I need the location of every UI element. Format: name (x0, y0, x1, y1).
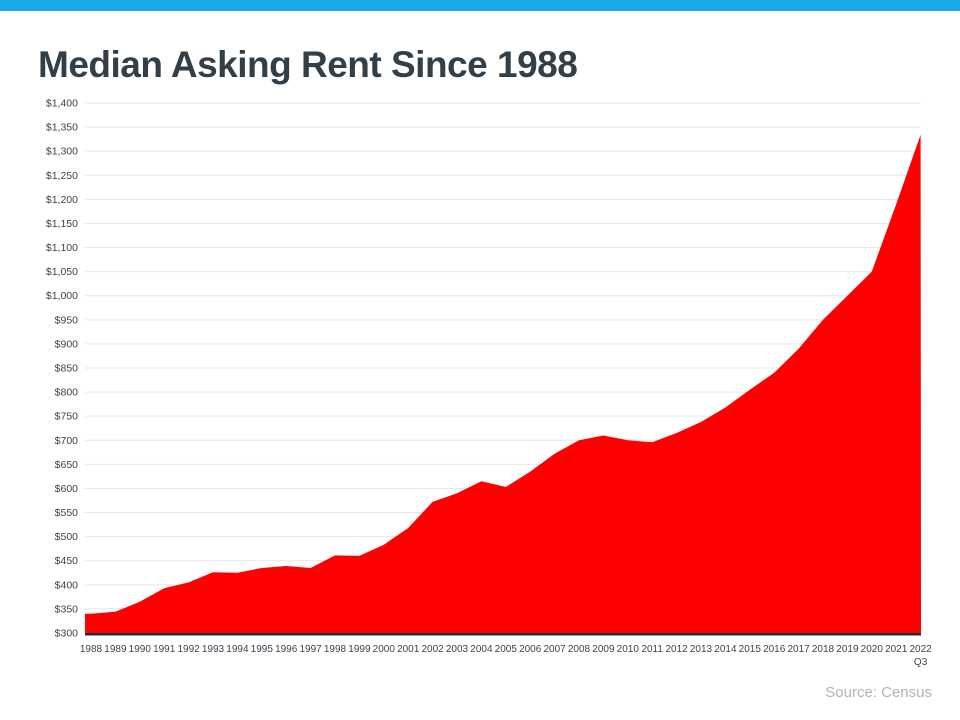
x-axis-tick-label: 2005 (495, 644, 518, 655)
top-accent-bar (0, 0, 960, 11)
x-axis-tick-label: 2014 (714, 644, 737, 655)
x-axis-tick-label: 2003 (446, 644, 469, 655)
y-axis-tick-label: $1,300 (46, 146, 78, 158)
x-axis-tick-label: 1999 (348, 644, 371, 655)
x-axis-tick-label: 2016 (763, 644, 786, 655)
x-axis-tick-label: 2008 (568, 644, 591, 655)
x-axis-tick-label: 2015 (739, 644, 762, 655)
x-axis-tick-label: 2022 (909, 644, 932, 655)
y-axis-tick-label: $1,100 (46, 242, 78, 254)
y-axis-tick-label: $900 (55, 338, 79, 350)
y-axis-tick-label: $750 (55, 411, 79, 423)
y-axis-tick-label: $300 (55, 628, 79, 640)
y-axis-tick-label: $1,250 (46, 170, 78, 182)
x-axis-tick-label: 2001 (397, 644, 420, 655)
source-note: Source: Census (825, 684, 932, 701)
x-axis-tick-label: 1991 (153, 644, 176, 655)
x-axis-tick-label: 1988 (80, 644, 103, 655)
x-axis-tick-label: 2013 (690, 644, 713, 655)
x-axis-tick-label: 2009 (592, 644, 615, 655)
y-axis-tick-label: $450 (55, 555, 79, 567)
y-axis-tick-label: $700 (55, 435, 79, 447)
y-axis-tick-label: $1,350 (46, 122, 78, 134)
x-axis-tick-label: 2018 (812, 644, 835, 655)
x-axis-tick-label: 1993 (202, 644, 225, 655)
x-axis-tick-label: 1992 (177, 644, 200, 655)
x-axis-tick-label: 1995 (251, 644, 274, 655)
x-axis-tick-label: 2017 (787, 644, 810, 655)
y-axis-tick-label: $350 (55, 603, 79, 615)
x-axis-tick-label: 2011 (641, 644, 663, 655)
y-axis-tick-label: $550 (55, 507, 79, 519)
x-axis-final-period-label: Q3 (914, 657, 928, 668)
y-axis-tick-label: $800 (55, 387, 79, 399)
y-axis-tick-label: $1,150 (46, 218, 78, 230)
x-axis-tick-label: 1998 (324, 644, 347, 655)
x-axis-tick-label: 2020 (861, 644, 884, 655)
y-axis-tick-label: $1,200 (46, 194, 78, 206)
rent-area-series (85, 134, 921, 634)
x-axis-tick-label: 2019 (836, 644, 859, 655)
x-axis-tick-label: 1996 (275, 644, 298, 655)
y-axis-tick-label: $650 (55, 459, 79, 471)
x-axis-tick-label: 2006 (519, 644, 542, 655)
x-axis-tick-label: 2010 (617, 644, 640, 655)
y-axis-tick-label: $400 (55, 579, 79, 591)
x-axis-tick-label: 1990 (129, 644, 152, 655)
y-axis-tick-label: $1,000 (46, 290, 78, 302)
x-axis-tick-label: 2002 (421, 644, 444, 655)
y-axis-tick-label: $950 (55, 314, 79, 326)
y-axis-tick-label: $1,400 (46, 98, 78, 110)
y-axis-tick-label: $850 (55, 363, 79, 375)
x-axis-tick-label: 2007 (543, 644, 566, 655)
y-axis-tick-label: $500 (55, 531, 79, 543)
x-axis-tick-label: 1997 (299, 644, 322, 655)
x-axis-tick-label: 1989 (104, 644, 127, 655)
x-axis-tick-label: 2004 (470, 644, 493, 655)
x-axis-tick-label: 2012 (665, 644, 688, 655)
x-axis-tick-label: 2021 (885, 644, 908, 655)
y-axis-tick-label: $600 (55, 483, 79, 495)
y-axis-tick-label: $1,050 (46, 266, 78, 278)
x-axis-tick-label: 2000 (373, 644, 396, 655)
page-title: Median Asking Rent Since 1988 (38, 44, 578, 85)
x-axis-tick-label: 1994 (226, 644, 249, 655)
